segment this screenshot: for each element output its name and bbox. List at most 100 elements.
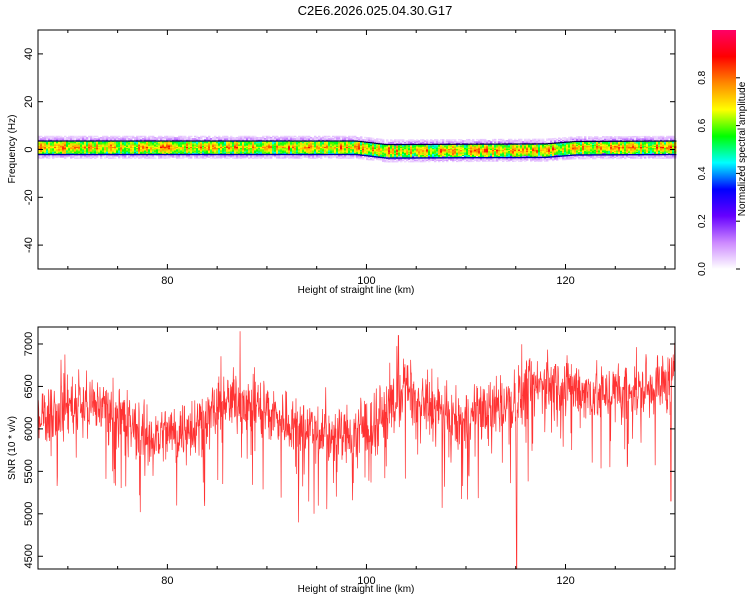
spectrogram-cell [518,160,521,162]
spectrogram-cell [306,138,309,140]
spectrogram-cell [228,148,231,151]
spectrogram-cell [70,136,73,139]
spectrogram-band-edge [118,140,121,142]
spectrogram-band-edge [366,141,369,143]
spectrogram-cell [520,157,523,160]
spectrogram-cell [58,150,61,152]
spectrogram-cell [476,147,479,149]
spectrogram-cell [318,147,321,150]
spectrogram-cell [434,159,437,162]
spectrogram-cell [324,152,327,155]
spectrogram-cell [290,145,293,147]
spectrogram-cell [220,148,223,151]
spectrogram-cell [318,152,321,155]
spectrogram-cell [534,142,537,144]
spectrogram-cell [428,158,431,160]
spectrogram-cell [310,147,313,150]
spectrogram-cell [388,156,391,158]
spectrogram-cell [530,144,533,147]
spectrogram-cell [52,146,55,149]
spectrogram-cell [50,136,53,139]
spectrogram-cell [80,148,83,151]
spectrogram-cell [40,154,43,157]
spectrogram-cell [182,142,185,145]
spectrogram-cell [316,141,319,144]
spectrogram-cell [68,141,71,144]
spectrogram-cell [308,142,311,145]
spectrogram-cell [386,140,389,143]
spectrogram-cell [380,149,383,152]
spectrogram-cell [422,145,425,147]
spectrogram-cell [516,151,519,154]
spectrogram-cell [540,155,543,157]
spectrogram-cell [178,156,181,158]
spectrogram-cell [212,156,215,158]
spectrogram-cell [374,151,377,153]
spectrogram-cell [200,142,203,145]
spectrogram-cell [274,136,277,139]
spectrogram-cell [386,159,389,162]
spectrogram-cell [274,138,277,140]
spectrogram-cell [404,141,407,144]
spectrogram-band-edge [496,143,499,145]
spectrogram-cell [224,156,227,158]
spectrogram-cell [202,141,205,144]
spectrogram-band-edge [322,153,325,156]
spectrogram-cell [508,139,511,142]
spectrogram-cell [372,159,375,161]
spectrogram-cell [528,147,531,149]
spectrogram-cell [214,135,217,138]
spectrogram-cell [204,152,207,155]
spectrogram-cell [534,145,537,148]
spectrogram-cell [142,150,145,152]
spectrogram-cell [382,160,385,163]
spectrogram-cell [426,141,429,144]
spectrogram-cell [418,155,421,158]
spectrogram-cell [48,152,51,155]
spectrogram-cell [160,141,163,144]
spectrogram-band-edge [46,140,49,142]
spectrogram-cell [412,158,415,160]
spectrogram-cell [536,160,539,162]
spectrogram-cell [534,150,537,153]
spectrogram-cell [112,141,115,144]
spectrogram-cell [390,146,393,149]
spectrogram-cell [452,153,455,155]
spectrogram-cell [146,138,149,140]
spectrogram-cell [124,148,127,151]
spectrogram-cell [276,154,279,157]
spectrogram-cell [436,158,439,160]
spectrogram-cell [340,144,343,146]
spectrogram-cell [72,154,75,157]
spectrogram-band-edge [100,140,103,142]
spectrogram-cell [248,147,251,150]
spectrogram-band-edge [242,140,245,142]
spectrogram-cell [424,158,427,160]
spectrogram-cell [206,139,209,141]
spectrogram-cell [72,150,75,152]
spectrogram-cell [348,147,351,150]
spectrogram-cell [294,150,297,152]
spectrogram-band-edge [310,153,313,156]
spectrogram-cell [294,151,297,153]
spectrogram-cell [152,141,155,144]
spectrogram-cell [236,157,239,159]
spectrogram-cell [294,148,297,151]
spectrogram-cell [480,140,483,142]
spectrogram-cell [200,148,203,151]
spectrogram-cell [376,145,379,147]
spectrogram-cell [378,149,381,151]
spectrogram-cell [166,152,169,155]
spectrogram-cell [166,136,169,139]
spectrogram-cell [128,150,131,152]
spectrogram-cell [500,148,503,150]
spectrogram-cell [430,140,433,142]
spectrogram-cell [540,147,543,149]
spectrogram-cell [256,157,259,159]
spectrogram-cell [378,157,381,160]
spectrogram-cell [502,144,505,147]
spectrogram-cell [454,159,457,161]
spectrogram-cell [236,154,239,157]
spectrogram-cell [286,151,289,153]
spectrogram-band-edge [300,153,303,156]
